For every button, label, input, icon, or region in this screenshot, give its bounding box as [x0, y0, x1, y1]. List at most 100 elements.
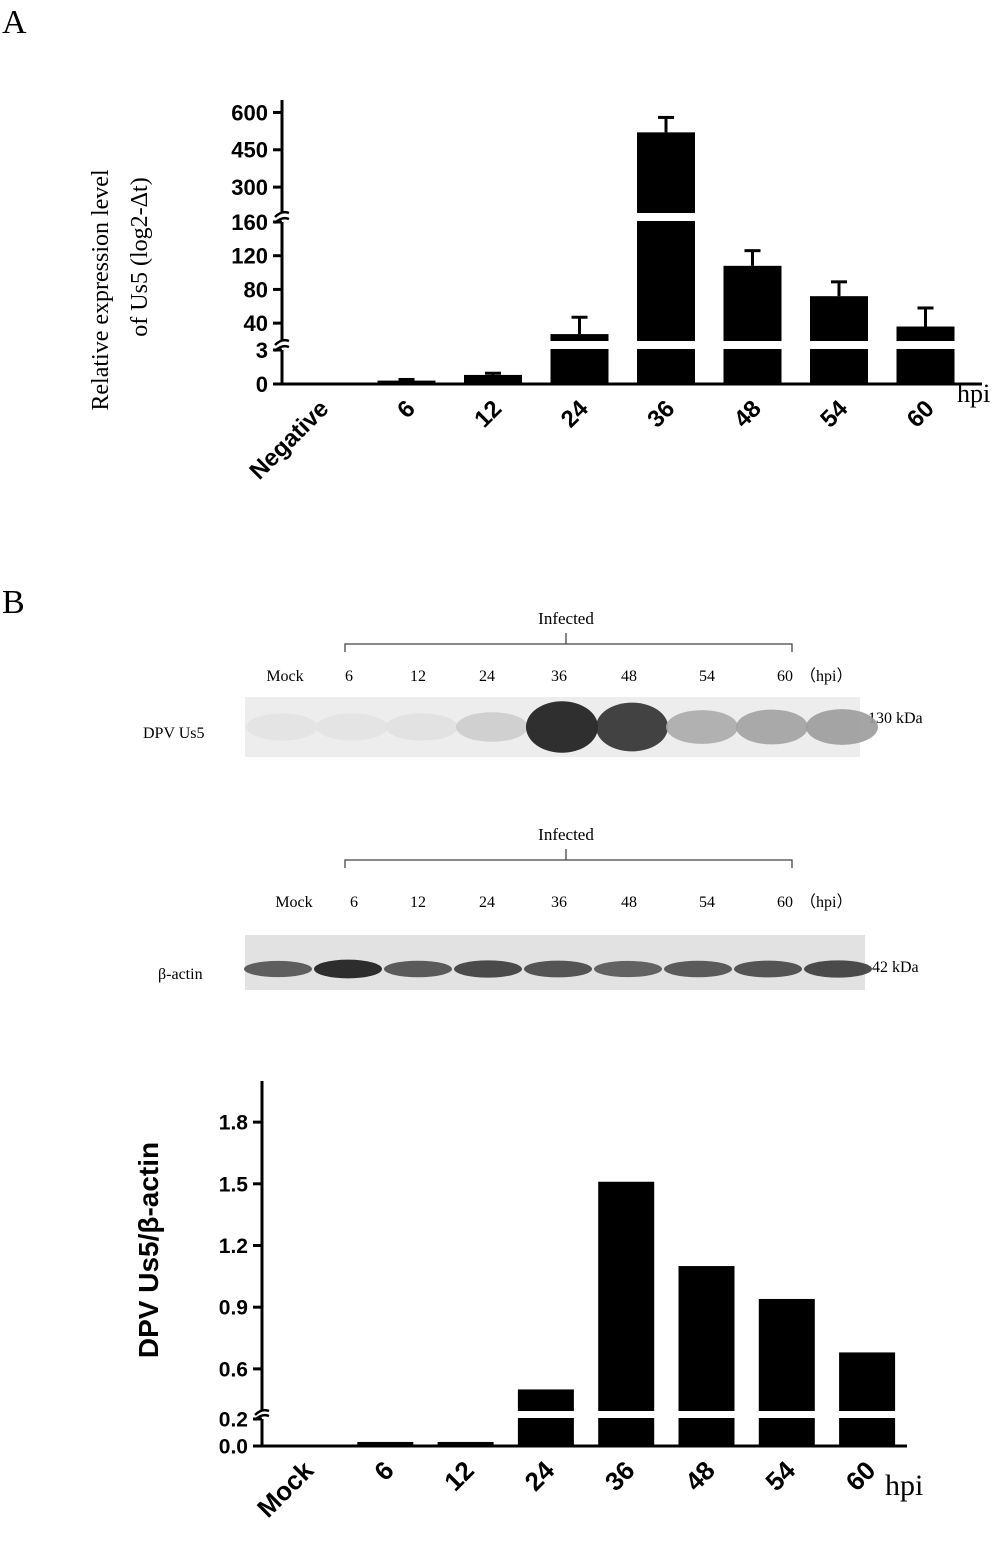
blot-band: [386, 713, 458, 741]
blot-band: [806, 709, 878, 745]
x-tick-label: 24: [556, 395, 594, 433]
lane-label: 12: [410, 894, 426, 911]
blot-actin-bracket: [344, 849, 793, 868]
y-tick-label: 1.8: [219, 1112, 249, 1135]
panel-a-letter: A: [2, 4, 27, 41]
y-tick-label: 0.0: [219, 1436, 248, 1459]
blot-actin: Infected Mock 6 12 24 36 48 54 60 （hpi） β-actin…: [158, 825, 919, 990]
y-tick-label: 0.2: [219, 1409, 248, 1432]
y-tick-label: 600: [231, 100, 268, 125]
lane-label: 24: [479, 894, 495, 911]
blot-band: [736, 709, 808, 745]
bar: [437, 1441, 494, 1446]
chart-b-bars: [357, 1181, 897, 1446]
y-tick-label: 80: [244, 277, 268, 302]
y-tick-label: 40: [244, 311, 268, 336]
chart-b-y-ticks: 0.0 0.2 0.6 0.9 1.2 1.5 1.8: [219, 1112, 262, 1459]
bar: [758, 1298, 815, 1446]
chart-b-ylabel: DPV Us5/β-actin: [133, 1142, 164, 1358]
axis-break-mark: [254, 1408, 270, 1416]
lane-label: 6: [345, 668, 353, 685]
bar-break: [809, 341, 869, 349]
blot-actin-header: Infected: [538, 825, 594, 844]
bar: [377, 380, 436, 384]
bar-break: [549, 341, 610, 349]
chart-a-axes: [274, 100, 982, 386]
blot-actin-size: 42 kDa: [872, 959, 919, 976]
blot-band: [244, 960, 312, 978]
blot-band: [454, 960, 522, 978]
chart-b: DPV Us5/β-actin hpi 0.0 0.2 0.6 0.9 1.2 1.5 1.…: [133, 1081, 923, 1523]
chart-b-x-labels: Mock 6 12 24 36 48 54 60: [251, 1455, 881, 1524]
blot-band: [246, 713, 318, 741]
panel-b-letter: B: [2, 584, 25, 621]
bar-break: [895, 341, 956, 349]
y-tick-label: 0: [256, 372, 268, 397]
y-tick-label: 1.5: [219, 1173, 249, 1196]
bar: [810, 296, 868, 384]
lane-label: 48: [621, 668, 637, 685]
bar-break: [597, 1411, 656, 1418]
blot-us5-size: 130 kDa: [868, 710, 923, 727]
lane-label: 54: [699, 668, 715, 685]
x-tick-label: Negative: [244, 395, 334, 485]
y-tick-label: 120: [231, 244, 268, 269]
x-tick-label: 6: [392, 395, 421, 424]
y-tick-label: 300: [231, 175, 268, 200]
bar: [896, 326, 955, 384]
y-tick-label: 3: [256, 338, 268, 363]
x-tick-label: 48: [679, 1455, 721, 1497]
chart-a-ylabel-line1: Relative expression level: [88, 169, 114, 411]
x-tick-label: 48: [729, 395, 767, 433]
blot-band: [524, 960, 592, 978]
bar: [357, 1441, 414, 1446]
blot-actin-bands: [244, 959, 872, 979]
blot-actin-name: β-actin: [158, 966, 203, 983]
blot-us5-name: DPV Us5: [143, 725, 205, 742]
bar: [678, 1266, 735, 1446]
blot-band: [314, 959, 382, 979]
x-tick-label: 12: [438, 1455, 480, 1497]
lane-label: 48: [621, 894, 637, 911]
bar-break: [677, 1411, 736, 1418]
bar-break: [636, 341, 696, 349]
axis-break-mark: [274, 338, 290, 346]
x-tick-label: 24: [518, 1455, 560, 1497]
blot-us5-header: Infected: [538, 609, 594, 628]
blot-band: [526, 701, 598, 753]
blot-band: [804, 960, 872, 978]
x-tick-label: Mock: [251, 1455, 320, 1524]
x-tick-label: 36: [599, 1455, 641, 1497]
chart-a-y-ticks: 0 340 80 120 160 300 450 600: [231, 100, 282, 397]
blot-us5-lane-labels: Mock 6 12 24 36 48 54 60: [266, 668, 793, 685]
blot-actin-lane-labels: Mock 6 12 24 36 48 54 60: [275, 894, 793, 911]
chart-a-bars: [377, 115, 956, 384]
blot-band: [666, 710, 738, 744]
blot-us5-bracket: [344, 633, 793, 652]
blot-band: [734, 960, 802, 978]
bar-break: [636, 213, 696, 221]
x-tick-label: 12: [469, 395, 507, 433]
blot-us5-unit: （hpi）: [800, 667, 852, 685]
blot-band: [384, 960, 452, 978]
chart-b-x-unit: hpi: [885, 1469, 923, 1502]
blot-band: [596, 702, 668, 752]
y-tick-label: 0.9: [219, 1297, 248, 1320]
lane-label: Mock: [275, 894, 312, 911]
lane-label: 60: [777, 668, 793, 685]
y-tick-label: 160: [231, 210, 268, 235]
blot-us5: Infected Mock 6 12 24 36 48 54 60 （hpi） DPV Us5…: [143, 609, 923, 757]
blot-us5-bands: [246, 701, 878, 753]
bar-break: [757, 1411, 816, 1418]
blot-band: [456, 712, 528, 742]
bar: [839, 1352, 896, 1446]
y-tick-label: 450: [231, 138, 268, 163]
lane-label: 54: [699, 894, 715, 911]
blot-band: [316, 713, 388, 741]
bar: [464, 374, 522, 384]
x-tick-label: 60: [902, 395, 940, 433]
lane-label: 36: [551, 894, 567, 911]
bar: [723, 265, 782, 384]
bar-break: [516, 1411, 575, 1418]
lane-label: 12: [410, 668, 426, 685]
